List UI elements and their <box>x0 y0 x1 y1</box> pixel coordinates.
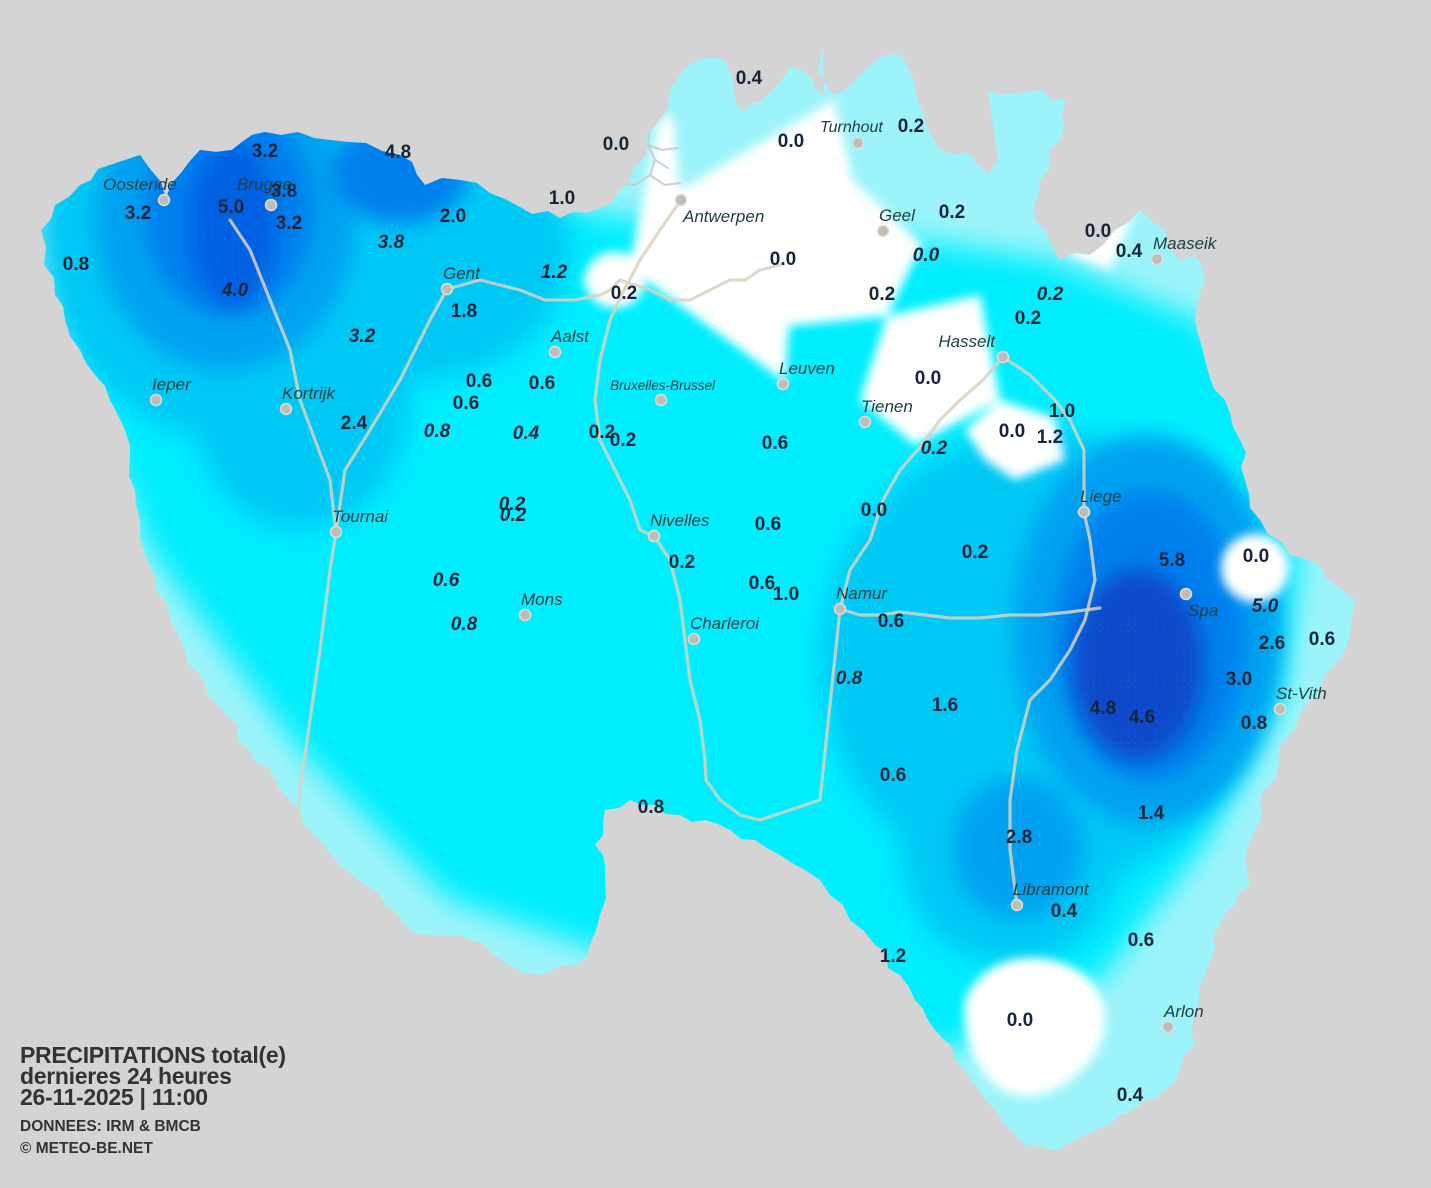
svg-text:Nivelles: Nivelles <box>650 511 710 530</box>
svg-text:0.2: 0.2 <box>669 552 695 573</box>
svg-text:0.6: 0.6 <box>1309 629 1335 650</box>
svg-text:0.0: 0.0 <box>861 500 887 521</box>
svg-text:Libramont: Libramont <box>1013 880 1090 899</box>
svg-text:4.6: 4.6 <box>1129 707 1155 728</box>
svg-text:Charleroi: Charleroi <box>690 614 760 633</box>
svg-text:0.0: 0.0 <box>1085 221 1111 242</box>
svg-text:0.0: 0.0 <box>1243 546 1269 567</box>
svg-text:0.2: 0.2 <box>962 542 988 563</box>
svg-text:0.8: 0.8 <box>63 254 89 275</box>
svg-text:0.6: 0.6 <box>433 570 460 591</box>
svg-text:0.2: 0.2 <box>1015 308 1041 329</box>
svg-text:0.6: 0.6 <box>453 393 479 414</box>
svg-text:0.6: 0.6 <box>762 433 788 454</box>
svg-text:Liege: Liege <box>1080 487 1122 506</box>
svg-text:Spa: Spa <box>1188 601 1218 620</box>
svg-text:0.6: 0.6 <box>880 765 906 786</box>
svg-text:Antwerpen: Antwerpen <box>682 207 764 226</box>
svg-text:1.0: 1.0 <box>1049 401 1075 422</box>
svg-text:0.8: 0.8 <box>424 421 451 442</box>
svg-text:Kortrijk: Kortrijk <box>282 384 336 403</box>
svg-text:0.8: 0.8 <box>1241 713 1267 734</box>
svg-text:1.4: 1.4 <box>1138 803 1165 824</box>
svg-text:1.0: 1.0 <box>773 584 799 605</box>
svg-text:0.2: 0.2 <box>921 438 948 459</box>
svg-text:5.0: 5.0 <box>1252 596 1279 617</box>
svg-text:3.2: 3.2 <box>125 203 151 224</box>
svg-text:0.0: 0.0 <box>913 245 940 266</box>
svg-text:1.8: 1.8 <box>451 301 477 322</box>
svg-text:1.2: 1.2 <box>1037 427 1063 448</box>
svg-text:0.2: 0.2 <box>610 430 636 451</box>
svg-text:0.4: 0.4 <box>1116 241 1143 262</box>
svg-text:26-11-2025 | 11:00: 26-11-2025 | 11:00 <box>20 1084 208 1110</box>
svg-text:3.8: 3.8 <box>271 181 297 202</box>
svg-text:0.6: 0.6 <box>466 371 492 392</box>
svg-text:3.8: 3.8 <box>378 232 405 253</box>
svg-text:0.2: 0.2 <box>500 505 527 526</box>
svg-text:Geel: Geel <box>879 206 916 225</box>
svg-text:4.0: 4.0 <box>221 280 249 301</box>
svg-text:3.2: 3.2 <box>252 141 278 162</box>
svg-text:0.4: 0.4 <box>1117 1085 1144 1106</box>
svg-text:3.0: 3.0 <box>1226 669 1252 690</box>
svg-text:5.8: 5.8 <box>1159 550 1185 571</box>
svg-text:Aalst: Aalst <box>550 327 590 346</box>
svg-text:© METEO-BE.NET: © METEO-BE.NET <box>20 1140 153 1157</box>
svg-text:0.0: 0.0 <box>770 249 796 270</box>
svg-text:2.6: 2.6 <box>1259 633 1285 654</box>
svg-text:0.8: 0.8 <box>451 614 478 635</box>
svg-text:0.2: 0.2 <box>1037 284 1064 305</box>
svg-text:Turnhout: Turnhout <box>820 119 883 136</box>
svg-text:Tournai: Tournai <box>332 507 389 526</box>
svg-text:0.0: 0.0 <box>778 131 804 152</box>
svg-text:0.8: 0.8 <box>638 797 664 818</box>
svg-text:DONNEES: IRM & BMCB: DONNEES: IRM & BMCB <box>20 1118 201 1135</box>
svg-text:Bruxelles-Brussel: Bruxelles-Brussel <box>610 378 716 393</box>
svg-text:2.4: 2.4 <box>341 413 368 434</box>
svg-text:Namur: Namur <box>836 584 888 603</box>
svg-text:Tienen: Tienen <box>861 397 913 416</box>
svg-text:0.0: 0.0 <box>915 368 941 389</box>
svg-text:2.0: 2.0 <box>440 206 466 227</box>
svg-text:0.0: 0.0 <box>999 421 1025 442</box>
svg-text:0.6: 0.6 <box>755 514 781 535</box>
svg-text:4.8: 4.8 <box>385 142 411 163</box>
svg-text:Hasselt: Hasselt <box>938 332 996 351</box>
svg-text:0.2: 0.2 <box>611 283 637 304</box>
svg-text:0.2: 0.2 <box>869 284 895 305</box>
svg-text:0.0: 0.0 <box>603 134 629 155</box>
svg-text:3.2: 3.2 <box>276 213 302 234</box>
svg-text:Mons: Mons <box>521 590 563 609</box>
svg-text:Arlon: Arlon <box>1163 1002 1204 1021</box>
svg-text:1.6: 1.6 <box>932 695 958 716</box>
svg-text:Ieper: Ieper <box>152 375 192 394</box>
svg-text:Leuven: Leuven <box>779 359 835 378</box>
svg-text:1.2: 1.2 <box>541 262 568 283</box>
svg-text:Oostende: Oostende <box>103 175 177 194</box>
svg-text:0.6: 0.6 <box>878 611 904 632</box>
svg-text:Gent: Gent <box>443 264 481 283</box>
svg-text:0.4: 0.4 <box>1051 901 1078 922</box>
svg-text:Maaseik: Maaseik <box>1153 234 1218 253</box>
svg-text:0.0: 0.0 <box>1007 1010 1033 1031</box>
svg-text:0.6: 0.6 <box>1128 930 1154 951</box>
svg-text:0.8: 0.8 <box>836 668 863 689</box>
svg-text:2.8: 2.8 <box>1006 827 1032 848</box>
svg-text:0.2: 0.2 <box>898 116 924 137</box>
svg-text:1.2: 1.2 <box>880 946 906 967</box>
svg-text:4.8: 4.8 <box>1090 698 1116 719</box>
svg-text:5.0: 5.0 <box>218 197 244 218</box>
svg-text:0.4: 0.4 <box>736 68 763 89</box>
svg-text:St-Vith: St-Vith <box>1276 684 1327 703</box>
svg-text:0.2: 0.2 <box>939 202 965 223</box>
svg-text:0.4: 0.4 <box>513 423 540 444</box>
svg-text:0.6: 0.6 <box>749 573 775 594</box>
svg-text:1.0: 1.0 <box>549 188 575 209</box>
svg-text:3.2: 3.2 <box>349 326 376 347</box>
svg-text:0.6: 0.6 <box>529 373 555 394</box>
